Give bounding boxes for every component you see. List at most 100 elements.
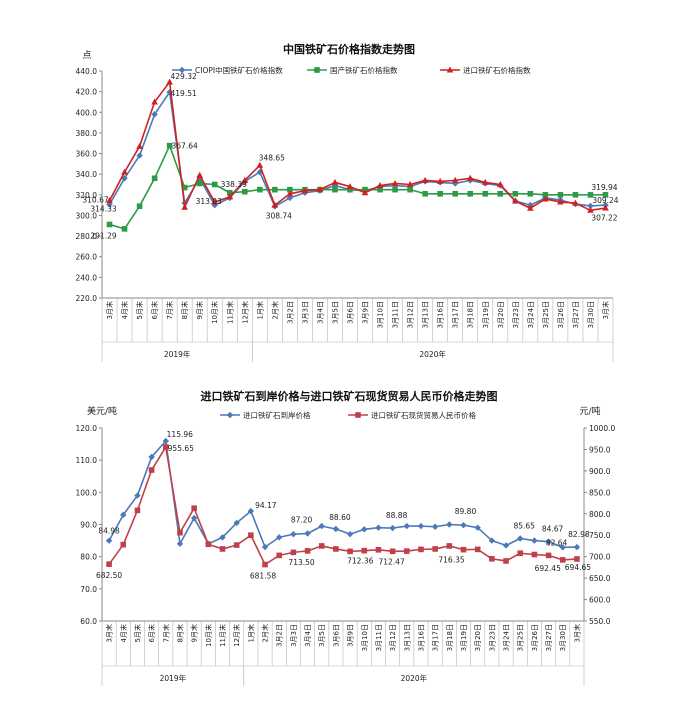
- data-point: [421, 176, 429, 183]
- data-point: [346, 530, 354, 538]
- data-point: [574, 556, 580, 562]
- data-point: [460, 521, 467, 529]
- data-point: [512, 197, 519, 204]
- y-tick-label: 420.0: [76, 88, 98, 97]
- data-label: 84.98: [98, 527, 120, 536]
- data-point: [304, 548, 311, 554]
- x-tick-label: 3月2日: [286, 301, 294, 324]
- data-point: [301, 187, 309, 194]
- x-tick-label: 3月9日: [362, 301, 370, 324]
- legend-marker: [178, 66, 186, 74]
- x-tick-label: 7月末: [161, 624, 170, 642]
- x-tick-label: 3月24日: [527, 301, 535, 328]
- data-point: [287, 186, 293, 193]
- data-point: [121, 168, 128, 175]
- legend-label: 进口铁矿石现货贸易人民币价格: [371, 410, 476, 420]
- data-point: [436, 177, 444, 184]
- data-label: 713.50: [288, 558, 314, 567]
- x-tick-label: 12月末: [240, 301, 249, 324]
- data-point: [177, 529, 183, 536]
- data-point: [162, 444, 169, 450]
- data-point: [417, 522, 425, 530]
- data-point: [587, 202, 594, 210]
- legend-marker: [314, 67, 320, 73]
- x-tick-label: 3月末: [601, 301, 610, 319]
- x-tick-label: 3月4日: [304, 624, 312, 647]
- legend-label: CIOPI中国铁矿石价格指数: [195, 65, 283, 75]
- data-point: [121, 175, 128, 182]
- x-tick-label: 3月5日: [318, 624, 326, 647]
- data-label: 712.36: [347, 557, 373, 566]
- x-tick-label: 6月末: [147, 624, 156, 642]
- y-tick-label: 80.0: [80, 553, 97, 562]
- data-label: 115.96: [167, 430, 193, 439]
- x-tick-label: 3月3日: [301, 301, 309, 324]
- x-tick-label: 3月23日: [512, 301, 520, 328]
- data-label: 313.03: [196, 197, 222, 206]
- data-point: [572, 199, 579, 206]
- y2-tick-label: 550.0: [589, 617, 611, 626]
- data-label: 314.33: [90, 205, 116, 214]
- data-point: [333, 546, 339, 552]
- data-point: [517, 550, 524, 557]
- x-tick-label: 3月27日: [545, 624, 553, 651]
- data-point: [391, 179, 399, 186]
- data-point: [497, 190, 504, 197]
- x-tick-label: 3月18日: [467, 301, 475, 328]
- x-tick-label: 3月6日: [332, 624, 340, 647]
- data-label: 88.60: [329, 513, 351, 522]
- data-point: [148, 453, 155, 461]
- x-tick-label: 1月末: [255, 301, 264, 319]
- data-point: [375, 547, 382, 553]
- data-point: [377, 186, 383, 193]
- data-point: [261, 543, 269, 551]
- data-point: [375, 524, 382, 531]
- x-tick-label: 3月5日: [331, 301, 339, 324]
- data-point: [557, 192, 564, 198]
- x-tick-label: 3月17日: [432, 624, 440, 651]
- data-point: [290, 530, 297, 538]
- data-point: [181, 184, 188, 191]
- data-label: 87.20: [291, 516, 313, 525]
- y-tick-label: 340.0: [76, 170, 98, 179]
- data-label: 419.51: [171, 89, 197, 98]
- y-tick-label: 220.0: [76, 294, 98, 303]
- data-point: [502, 542, 510, 549]
- chart-cif-and-spot-rmb-price: 进口铁矿石到岸价格与进口铁矿石现货贸易人民币价格走势图 美元/吨 元/吨 120…: [76, 389, 615, 686]
- x-tick-label: 3月末: [572, 624, 581, 642]
- y-tick-label: 260.0: [76, 253, 98, 262]
- x-tick-label: 3月27日: [572, 301, 580, 328]
- data-point: [136, 142, 143, 149]
- data-point: [376, 182, 384, 189]
- data-point: [136, 152, 143, 159]
- data-label: 682.50: [96, 571, 122, 580]
- data-point: [176, 540, 184, 547]
- x-tick-label: 3月6日: [346, 301, 354, 324]
- data-label: 712.47: [378, 557, 404, 566]
- x-tick-label: 3月19日: [460, 624, 468, 651]
- data-point: [361, 189, 369, 196]
- x-tick-label: 8月末: [175, 624, 184, 642]
- y2-tick-label: 850.0: [589, 488, 611, 497]
- data-point: [488, 537, 496, 544]
- data-point: [587, 192, 594, 198]
- y-tick-label: 90.0: [80, 521, 97, 530]
- y2-tick-label: 750.0: [589, 531, 611, 540]
- x-tick-label: 3月3日: [290, 624, 298, 647]
- data-point: [587, 206, 594, 213]
- data-label: 309.24: [592, 196, 618, 205]
- data-point: [151, 98, 158, 105]
- data-point: [151, 175, 158, 182]
- data-point: [120, 511, 127, 519]
- series-line: [108, 81, 606, 212]
- chart-title: 中国铁矿石价格指数走势图: [283, 42, 415, 56]
- chart-title: 进口铁矿石到岸价格与进口铁矿石现货贸易人民币价格走势图: [201, 389, 498, 403]
- x-group-label: 2020年: [401, 673, 428, 683]
- data-label: 85.65: [513, 521, 535, 530]
- data-point: [233, 542, 240, 548]
- data-label: 291.29: [90, 231, 116, 240]
- x-tick-label: 3月23日: [488, 624, 496, 651]
- data-point: [166, 88, 173, 96]
- data-point: [446, 521, 453, 528]
- data-label: 82.64: [546, 538, 568, 547]
